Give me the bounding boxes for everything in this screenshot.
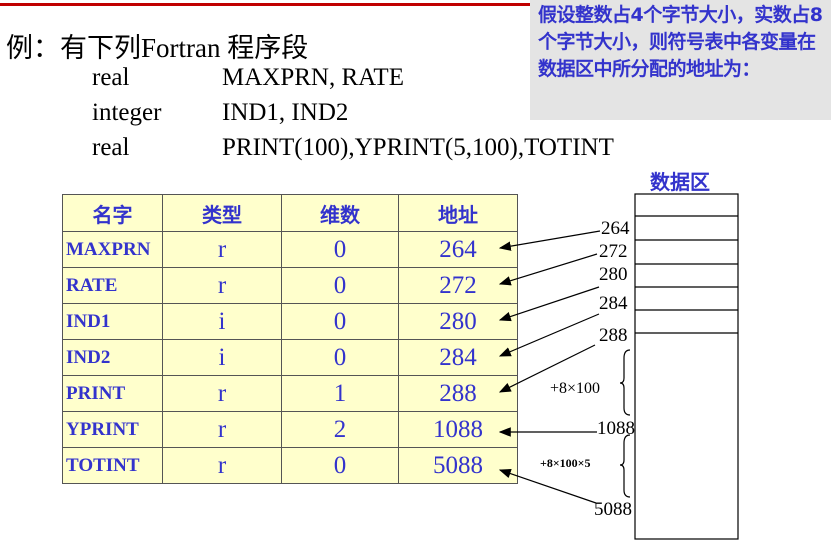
arrow — [498, 230, 601, 251]
slide-title: 例：有下列Fortran 程序段 — [6, 33, 309, 63]
table-row: MAXPRN r 0 264 — [62, 231, 518, 268]
type-cell: r — [162, 411, 282, 448]
name-cell: TOTINT — [62, 447, 163, 484]
header-name: 名字 — [62, 194, 163, 232]
arrow — [498, 286, 600, 322]
data-area-box — [634, 193, 739, 540]
span-label: +8×100×5 — [540, 456, 591, 470]
arrow — [498, 313, 600, 357]
symbol-table: 名字 类型 维数 地址 MAXPRN r 0 264 RATE r 0 272 IND1 i 0 28… — [62, 194, 518, 484]
data-area-title: 数据区 — [650, 170, 710, 194]
code-vars: PRINT(100),YPRINT(5,100),TOTINT — [222, 134, 614, 161]
dim-cell: 0 — [281, 231, 399, 268]
note-box: 假设整数占4个字节大小，实数占8个字节大小，则符号表中各变量在数据区中所分配的地… — [530, 0, 831, 120]
arrow — [498, 253, 598, 286]
table-row: IND1 i 0 280 — [62, 303, 518, 340]
address-label: 5088 — [594, 499, 632, 520]
table-row: TOTINT r 0 5088 — [62, 447, 518, 484]
table-header: 名字 类型 维数 地址 — [62, 194, 518, 232]
type-cell: i — [162, 303, 282, 340]
address-label: 288 — [599, 325, 628, 346]
dim-cell: 2 — [281, 411, 399, 448]
brace — [619, 349, 631, 416]
name-cell: RATE — [62, 267, 163, 304]
header-dim: 维数 — [281, 194, 399, 232]
header-address: 地址 — [398, 194, 518, 232]
name-cell: IND1 — [62, 303, 163, 340]
address-cell: 5088 — [398, 447, 518, 484]
dim-cell: 0 — [281, 267, 399, 304]
brace — [619, 434, 631, 498]
header-type: 类型 — [162, 194, 282, 232]
address-cell: 1088 — [398, 411, 518, 448]
title-rule — [0, 3, 530, 6]
address-label: 280 — [599, 264, 628, 285]
arrow — [498, 468, 597, 504]
name-cell: MAXPRN — [62, 231, 163, 268]
code-vars: MAXPRN, RATE — [222, 64, 404, 91]
type-cell: r — [162, 231, 282, 268]
address-cell: 284 — [398, 339, 518, 376]
address-label: 1088 — [597, 418, 635, 439]
name-cell: YPRINT — [62, 411, 163, 448]
type-cell: r — [162, 267, 282, 304]
table-row: IND2 i 0 284 — [62, 339, 518, 376]
arrow — [498, 344, 596, 393]
code-type: integer — [92, 99, 162, 126]
code-type: real — [92, 134, 130, 161]
code-type: real — [92, 64, 130, 91]
table-row: YPRINT r 2 1088 — [62, 411, 518, 448]
name-cell: PRINT — [62, 375, 163, 412]
address-cell: 280 — [398, 303, 518, 340]
address-label: 284 — [599, 293, 628, 314]
address-cell: 264 — [398, 231, 518, 268]
code-vars: IND1, IND2 — [222, 99, 349, 126]
address-label: 264 — [601, 218, 630, 239]
type-cell: r — [162, 447, 282, 484]
span-label: +8×100 — [550, 380, 601, 397]
address-label: 272 — [599, 241, 628, 262]
